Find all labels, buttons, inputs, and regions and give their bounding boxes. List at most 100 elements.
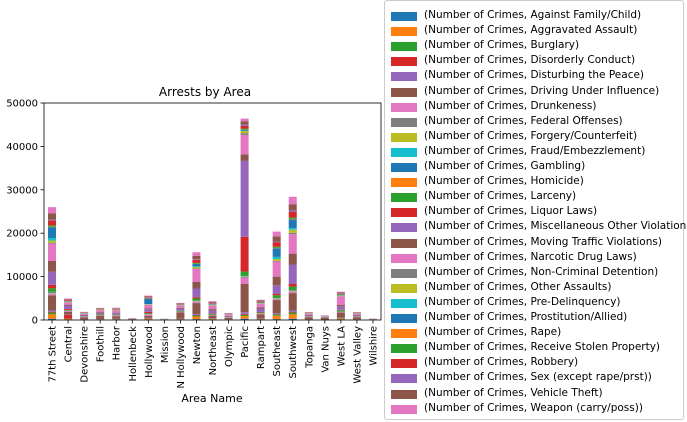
bar-segment [336,318,345,320]
bars-layer [48,118,377,320]
bar-segment [256,299,265,301]
bar-segment [272,236,281,242]
bar-segment [64,304,73,306]
legend-label: (Number of Crimes, Fraud/Embezzlement) [424,144,646,157]
bar-segment [176,308,185,311]
bar-segment [192,266,201,268]
bar-segment [256,303,265,308]
legend-label: (Number of Crimes, Narcotic Drug Laws) [424,250,637,263]
bar-segment [64,305,73,309]
y-tick-label: 30000 [6,185,38,196]
bar-segment [336,310,345,312]
y-tick-label: 40000 [6,142,38,153]
bar-segment [352,317,361,320]
y-tick-label: 10000 [6,272,38,283]
legend-swatch [391,72,417,82]
legend-item: (Number of Crimes, Disturbing the Peace) [391,69,683,85]
bar-segment [352,313,361,315]
legend-label: (Number of Crimes, Drunkeness) [424,99,597,112]
bar-segment [288,264,297,285]
legend-swatch [391,359,417,369]
bar-segment [96,312,105,314]
bar-segment [192,259,201,260]
bar-segment [336,305,345,307]
bar-segment [272,294,281,296]
bar-segment [288,217,297,219]
bar-segment [240,314,249,317]
y-tick-label: 50000 [6,99,38,110]
bar-segment [192,262,201,264]
legend-swatch [391,193,417,203]
bar-segment [240,283,249,313]
legend-item: (Number of Crimes, Prostitution/Allied) [391,311,683,327]
bar-segment [80,317,89,320]
bar-segment [64,310,73,312]
legend-label: (Number of Crimes, Burglary) [424,39,580,52]
legend-item: (Number of Crimes, Robbery) [391,356,683,372]
bar-segment [336,312,345,318]
bar-segment [144,297,153,299]
bar-segment [48,314,57,319]
bar-segment [272,242,281,247]
bar-segment [336,295,345,297]
legend-item: (Number of Crimes, Non-Criminal Detentio… [391,265,683,282]
bar-segment [96,314,105,315]
legend-item: (Number of Crimes, Forgery/Counterfeit) [391,130,683,146]
legend-swatch [391,163,417,172]
legend-label: (Number of Crimes, Non-Criminal Detentio… [424,265,659,278]
legend-swatch [391,102,417,112]
bar-segment [256,300,265,302]
bar-segment [288,312,297,315]
bar-segment [144,298,153,304]
bar-segment [192,267,201,269]
bar-segment [48,295,57,311]
bar-segment [336,292,345,294]
bar-segment [48,240,57,243]
bar-segment [192,263,201,267]
legend-label: (Number of Crimes, Pre-Delinquency) [424,295,621,308]
bar-segment [240,154,249,161]
bar-segment [224,318,233,320]
legend-item: (Number of Crimes, Fraud/Embezzlement) [391,144,683,161]
legend-item: (Number of Crimes, Miscellaneous Other V… [391,220,687,236]
legend-swatch [391,268,417,278]
bar-segment [112,307,121,309]
bar-segment [288,219,297,229]
bar-segment [208,305,217,310]
bar-segment [240,316,249,319]
bar-segment [144,315,153,318]
legend-item: (Number of Crimes, Larceny) [391,190,683,206]
bar-segment [288,211,297,218]
x-tick-label: Rampart [256,326,267,369]
bar-segment [288,210,297,212]
bar-segment [48,237,57,241]
bar-segment [272,260,281,262]
bar-segment [192,298,201,301]
bar-segment [272,300,281,314]
bar-segment [256,312,265,314]
legend-item: (Number of Crimes, Disorderly Conduct) [391,54,683,70]
bar-segment [64,314,73,319]
legend-item: (Number of Crimes, Other Assaults) [391,281,683,297]
legend-swatch [391,314,417,323]
bar-segment [192,268,201,269]
bar-segment [112,314,121,316]
x-tick-label: N Hollywood [176,326,187,389]
bar-segment [272,295,281,298]
bar-segment [240,134,249,155]
bar-segment [80,313,89,315]
legend-label: (Number of Crimes, Moving Traffic Violat… [424,235,662,248]
legend-item: (Number of Crimes, Gambling) [391,160,683,176]
bar-segment [288,196,297,205]
bar-segment [352,315,361,317]
legend-swatch [391,404,417,414]
legend-item: (Number of Crimes, Liquor Laws) [391,205,683,221]
x-tick-label: Northeast [208,326,219,375]
legend-swatch [391,57,417,67]
x-tick-label: Pacific [240,326,251,358]
legend-item: (Number of Crimes, Against Family/Child) [391,9,683,25]
bar-segment [192,315,201,317]
legend-label: (Number of Crimes, Homicide) [424,175,584,188]
legend-swatch [391,208,417,218]
bar-segment [48,292,57,294]
